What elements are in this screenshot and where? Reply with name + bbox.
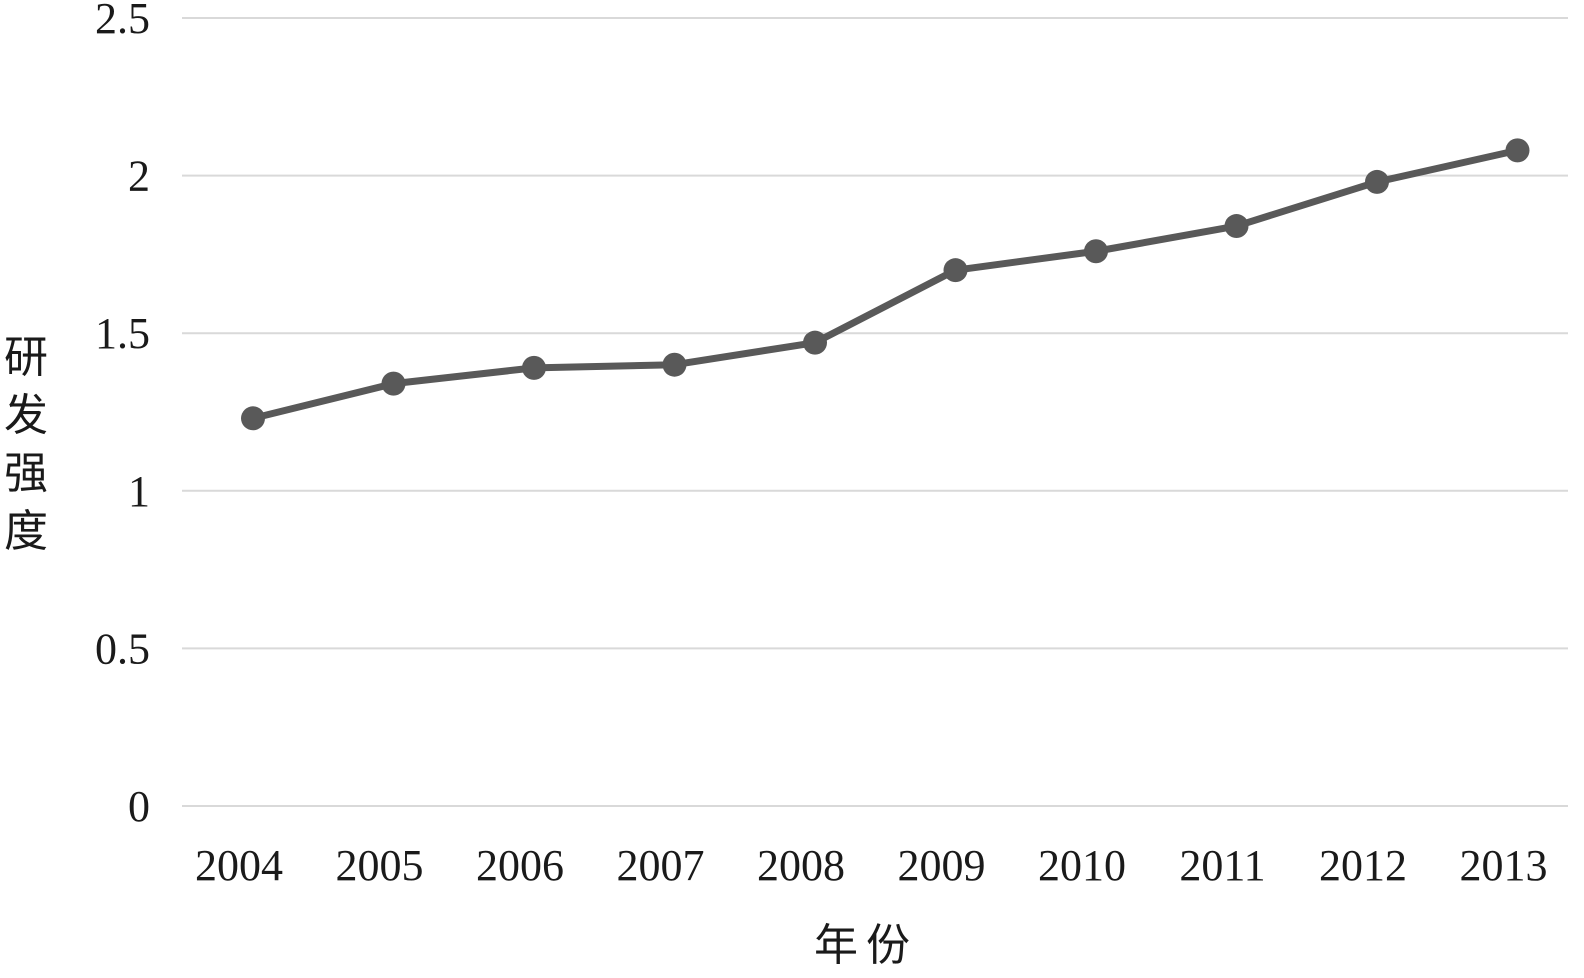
grid-lines [182, 17, 1568, 807]
y-tick-label: 1 [128, 467, 150, 516]
series-line [249, 146, 1521, 422]
data-point-2008 [803, 330, 827, 355]
y-tick-label: 2.5 [95, 0, 150, 43]
x-tick-label: 2005 [336, 841, 424, 890]
y-tick-label: 0 [128, 782, 150, 831]
x-tick-label: 2012 [1319, 841, 1407, 890]
x-tick-label: 2008 [757, 841, 845, 890]
data-point-2009 [943, 258, 968, 283]
data-point-2007 [662, 352, 687, 377]
y-tick-label: 0.5 [95, 624, 150, 673]
data-point-2013 [1505, 138, 1530, 163]
x-tick-label: 2007 [617, 841, 705, 890]
x-tick-label: 2009 [898, 841, 986, 890]
x-tick-label: 2013 [1460, 841, 1548, 890]
y-tick-label: 2 [128, 152, 150, 201]
data-point-2006 [522, 355, 546, 380]
x-axis-tick-labels: 2004 2005 2006 2007 2008 2009 2010 2011 2012 2013 [195, 841, 1548, 890]
data-point-2012 [1365, 169, 1389, 194]
data-point-2010 [1084, 239, 1108, 264]
x-tick-label: 2006 [476, 841, 564, 890]
data-point-2005 [381, 371, 406, 396]
x-tick-label: 2010 [1038, 841, 1126, 890]
series-layer [241, 138, 1530, 431]
data-point-2011 [1224, 214, 1249, 239]
x-tick-label: 2011 [1179, 841, 1265, 890]
data-point-2004 [241, 406, 265, 431]
y-axis-title: 研发强度 [4, 332, 48, 557]
x-tick-label: 2004 [195, 841, 283, 890]
y-tick-label: 1.5 [95, 309, 150, 358]
y-axis-tick-labels: 0 0.5 1 1.5 2 2.5 [95, 0, 150, 831]
x-axis-title: 年份 [814, 920, 918, 971]
